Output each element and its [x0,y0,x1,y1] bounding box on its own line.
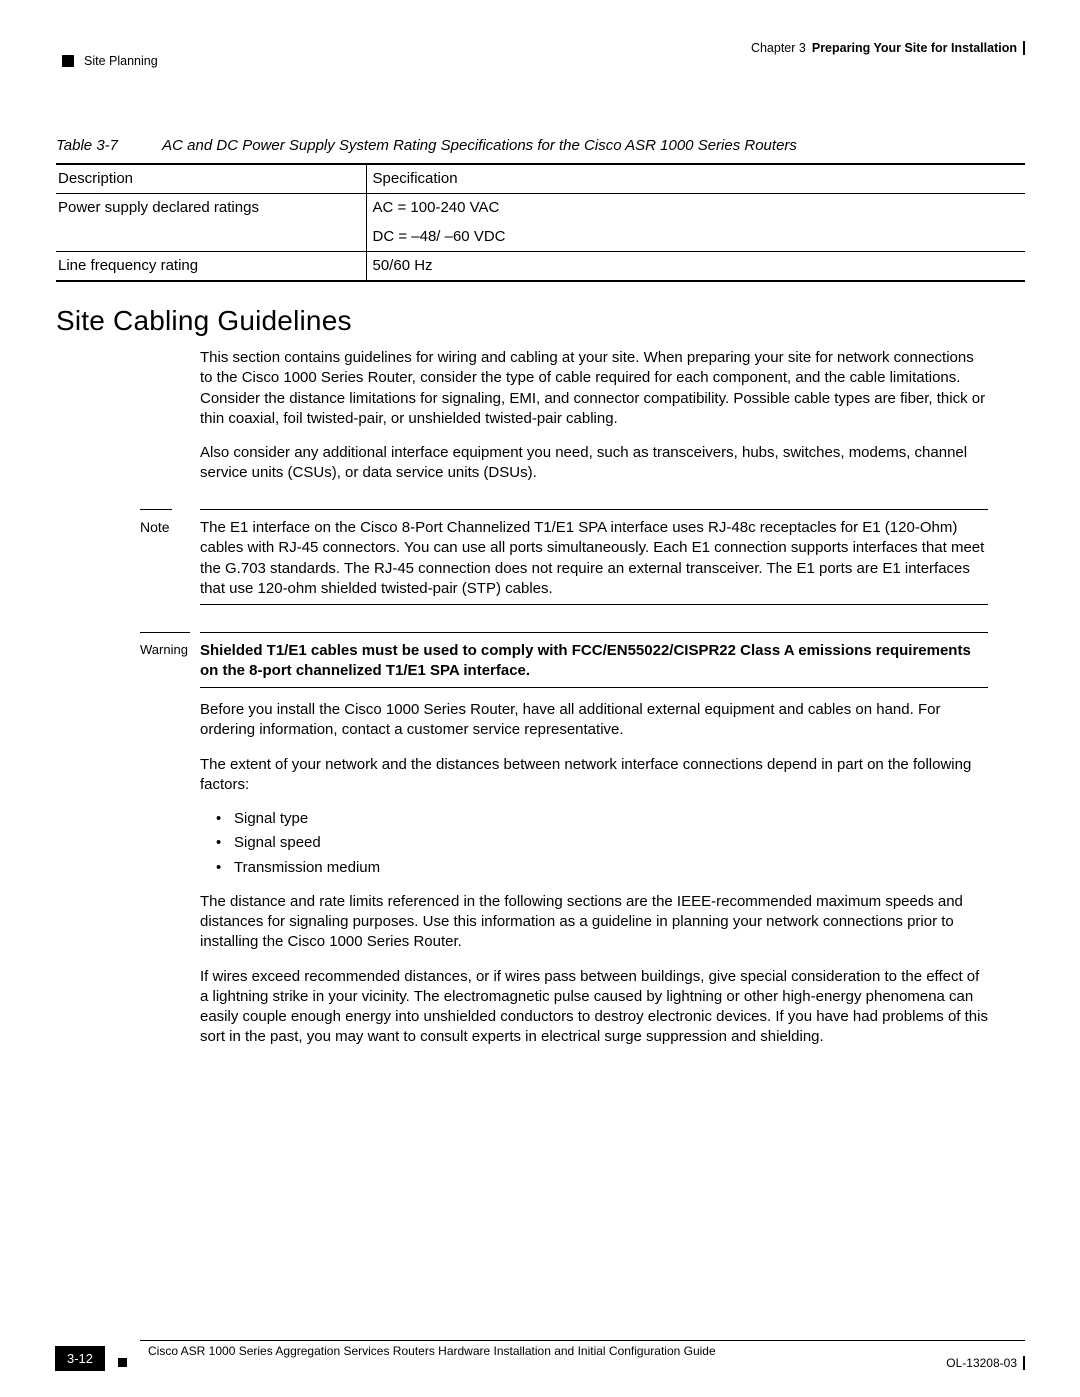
chapter-number: Chapter 3 [751,40,806,57]
table-row: Line frequency rating 50/60 Hz [56,251,1025,281]
note-label-rule [140,509,172,510]
note-label: Note [140,518,196,537]
warning-bottom-rule [200,687,988,688]
spec-table: Description Specification Power supply d… [56,163,1025,282]
footer-bar-icon [1023,1356,1025,1370]
header-square-icon [62,55,74,67]
note-text: The E1 interface on the Cisco 8-Port Cha… [200,518,988,599]
list-item: Signal type [220,809,990,829]
paragraph: The distance and rate limits referenced … [200,892,990,953]
body-block-1: This section contains guidelines for wir… [200,348,990,498]
warning-top-rule [200,632,988,633]
section-heading: Site Cabling Guidelines [56,302,352,340]
cell-spec: AC = 100-240 VAC [366,194,1025,223]
warning-admonition: Warning Shielded T1/E1 cables must be us… [140,625,988,695]
paragraph: The extent of your network and the dista… [200,755,990,796]
table-row: DC = –48/ –60 VDC [56,223,1025,252]
note-top-rule [200,509,988,510]
header-left: Site Planning [62,53,158,70]
col-description: Description [56,164,366,194]
note-bottom-rule [200,604,988,605]
paragraph: Before you install the Cisco 1000 Series… [200,700,990,741]
list-item: Transmission medium [220,858,990,878]
warning-label-rule [140,632,190,633]
chapter-title: Preparing Your Site for Installation [812,40,1017,57]
warning-label: Warning [140,641,196,659]
table-row: Power supply declared ratings AC = 100-2… [56,194,1025,223]
warning-text: Shielded T1/E1 cables must be used to co… [200,641,988,682]
footer-page-number: 3-12 [55,1346,105,1371]
cell-spec: DC = –48/ –60 VDC [366,223,1025,252]
list-item: Signal speed [220,833,990,853]
header-right: Chapter 3 Preparing Your Site for Instal… [751,40,1025,57]
cell-spec: 50/60 Hz [366,251,1025,281]
footer-square-icon [118,1358,127,1367]
col-specification: Specification [366,164,1025,194]
body-block-2: Before you install the Cisco 1000 Series… [200,700,990,1062]
footer-title: Cisco ASR 1000 Series Aggregation Servic… [148,1343,716,1359]
table-caption-text: AC and DC Power Supply System Rating Spe… [162,137,797,154]
note-admonition: Note The E1 interface on the Cisco 8-Por… [140,502,988,610]
table-label: Table 3-7 [56,137,118,154]
footer-doc-id: OL-13208-03 [946,1355,1025,1371]
bullet-list: Signal type Signal speed Transmission me… [220,809,990,878]
cell-desc-empty [56,223,366,252]
header-right-bar [1023,41,1025,55]
table-caption: Table 3-7 AC and DC Power Supply System … [56,136,797,156]
footer-doc-text: OL-13208-03 [946,1355,1017,1371]
cell-desc: Power supply declared ratings [56,194,366,223]
table-header-row: Description Specification [56,164,1025,194]
footer-rule [140,1340,1025,1341]
paragraph: Also consider any additional interface e… [200,443,990,484]
header-section: Site Planning [84,53,158,70]
cell-desc: Line frequency rating [56,251,366,281]
paragraph: If wires exceed recommended distances, o… [200,967,990,1048]
paragraph: This section contains guidelines for wir… [200,348,990,429]
